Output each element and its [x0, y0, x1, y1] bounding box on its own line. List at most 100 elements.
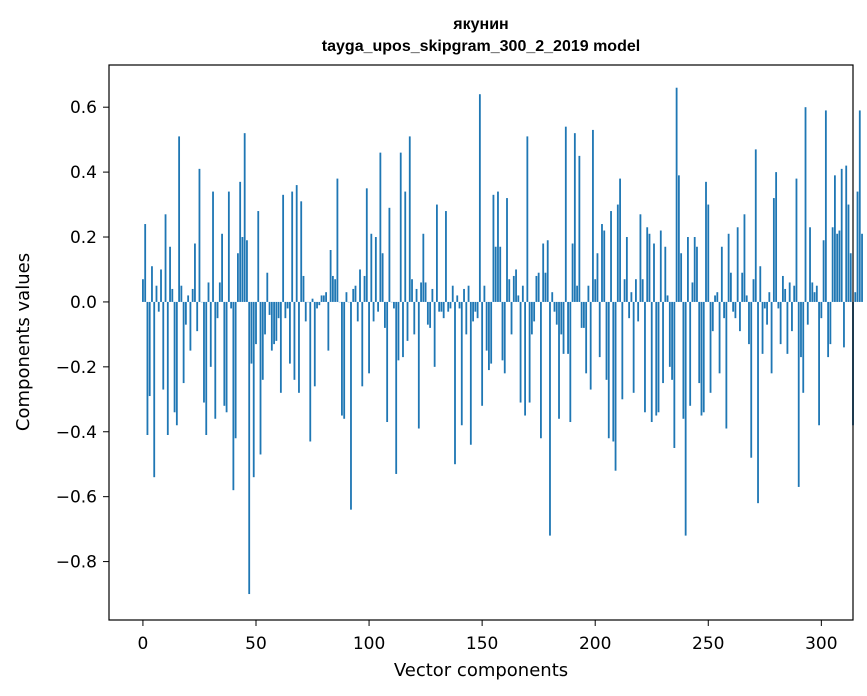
bar-41: [234, 301, 237, 439]
bar-176: [540, 301, 542, 439]
bar-225: [650, 301, 653, 423]
bar-266: [743, 214, 746, 302]
y-tick-label: 0.6: [70, 98, 97, 118]
bar-298: [815, 285, 818, 302]
bar-169: [524, 301, 526, 416]
bar-233: [668, 301, 671, 367]
bar-144: [467, 285, 470, 302]
bar-152: [485, 301, 488, 351]
bar-246: [698, 301, 701, 384]
bar-230: [662, 301, 664, 384]
chart-subtitle: tayga_upos_skipgram_300_2_2019 model: [322, 38, 640, 55]
bar-13: [171, 288, 174, 302]
bar-219: [637, 301, 640, 322]
bar-47: [248, 301, 251, 595]
bar-111: [393, 301, 395, 309]
bar-83: [329, 250, 332, 302]
bar-303: [827, 301, 830, 358]
bar-278: [770, 301, 773, 374]
bar-251: [709, 301, 712, 393]
bar-206: [607, 301, 610, 439]
chart-title: якунин: [452, 16, 508, 33]
bar-174: [535, 275, 538, 302]
bar-1: [144, 224, 147, 302]
bar-294: [806, 301, 809, 325]
bar-101: [370, 233, 373, 302]
bar-85: [334, 279, 337, 302]
bar-292: [802, 301, 805, 393]
bar-252: [711, 301, 714, 332]
bar-25: [198, 168, 201, 302]
bar-215: [628, 301, 631, 319]
bar-267: [745, 295, 748, 302]
bar-130: [436, 204, 438, 302]
bar-289: [795, 178, 798, 302]
bar-82: [327, 301, 330, 351]
x-axis-label: Vector components: [394, 660, 568, 681]
bar-34: [218, 282, 221, 302]
bar-226: [653, 243, 655, 302]
bar-96: [359, 269, 361, 302]
bar-33: [216, 301, 219, 319]
bar-27: [203, 301, 205, 403]
bar-312: [847, 204, 850, 302]
x-tick-label: 0: [138, 634, 149, 654]
bar-93: [352, 288, 355, 302]
bar-279: [772, 198, 775, 302]
bar-143: [465, 301, 468, 335]
bar-112: [395, 301, 398, 474]
bar-70: [300, 201, 303, 302]
bar-275: [763, 301, 766, 309]
bar-182: [553, 301, 556, 312]
bars-group: [142, 87, 863, 595]
bar-75: [311, 298, 314, 302]
y-tick-label: 0.0: [70, 293, 97, 313]
bar-277: [768, 292, 771, 302]
bar-121: [415, 288, 418, 302]
bar-53: [261, 301, 264, 380]
bar-242: [689, 301, 692, 406]
bar-205: [605, 301, 608, 380]
bar-238: [680, 253, 683, 302]
bar-237: [677, 175, 680, 302]
bar-76: [313, 301, 316, 387]
bar-37: [225, 301, 228, 413]
bar-42: [237, 253, 239, 302]
bar-151: [483, 285, 486, 302]
y-tick-label: 0.2: [70, 228, 97, 248]
x-tick-label: 250: [692, 634, 724, 654]
bar-274: [761, 301, 764, 354]
bar-317: [858, 110, 861, 302]
bar-255: [718, 301, 721, 374]
y-tick-label: −0.2: [56, 358, 97, 378]
bar-81: [325, 292, 327, 302]
bar-11: [166, 301, 169, 435]
bar-137: [451, 285, 454, 302]
bar-262: [734, 301, 737, 319]
bar-133: [442, 301, 445, 319]
bar-32: [214, 301, 217, 419]
bar-318: [861, 233, 863, 302]
bar-272: [757, 301, 759, 504]
bar-208: [612, 301, 615, 442]
bar-261: [732, 301, 735, 312]
bar-122: [417, 301, 420, 429]
bar-67: [293, 301, 296, 380]
bar-175: [537, 272, 540, 302]
bar-194: [580, 301, 583, 328]
bar-178: [544, 272, 547, 302]
bar-214: [625, 237, 628, 302]
y-tick-label: −0.4: [56, 423, 97, 443]
bar-244: [693, 237, 696, 302]
bar-297: [813, 292, 816, 302]
bar-22: [191, 288, 194, 302]
bar-127: [429, 301, 432, 328]
bar-155: [492, 194, 495, 302]
bar-136: [449, 301, 452, 309]
bar-285: [786, 301, 789, 354]
bar-61: [279, 301, 282, 393]
bar-123: [420, 282, 422, 302]
bar-309: [840, 168, 843, 302]
bar-40: [232, 301, 235, 491]
bar-197: [587, 285, 590, 302]
